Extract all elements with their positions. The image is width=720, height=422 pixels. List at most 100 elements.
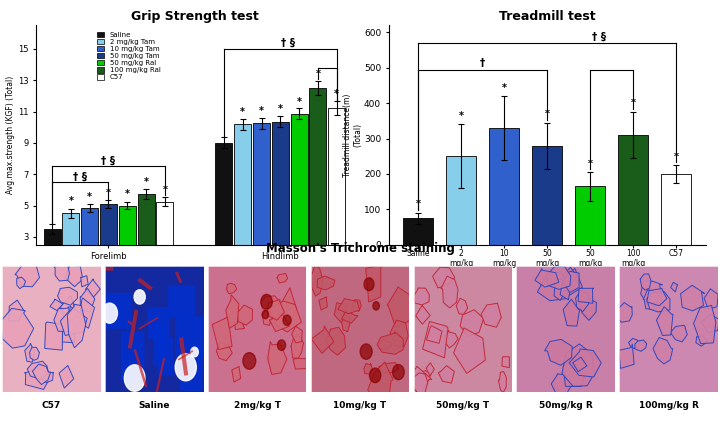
Polygon shape (563, 299, 580, 326)
Title: Grip Strength test: Grip Strength test (130, 10, 258, 23)
Circle shape (283, 315, 291, 325)
FancyBboxPatch shape (148, 307, 170, 339)
Text: *: * (459, 111, 464, 121)
Circle shape (243, 353, 256, 369)
Polygon shape (426, 326, 442, 344)
Polygon shape (546, 266, 571, 289)
Polygon shape (9, 300, 24, 321)
Circle shape (392, 365, 404, 380)
Text: *: * (334, 89, 339, 100)
Polygon shape (276, 273, 288, 283)
Text: † §: † § (102, 156, 115, 165)
Polygon shape (325, 327, 346, 355)
Text: *: * (588, 159, 593, 169)
Text: 10mg/kg T: 10mg/kg T (333, 401, 387, 410)
Polygon shape (319, 297, 328, 310)
Polygon shape (317, 276, 335, 290)
Polygon shape (379, 362, 399, 373)
Polygon shape (413, 373, 428, 395)
Bar (119, 206, 136, 284)
Polygon shape (65, 265, 83, 287)
Polygon shape (233, 321, 245, 330)
Circle shape (125, 365, 145, 391)
Polygon shape (563, 271, 579, 293)
Legend: Saline, 2 mg/kg Tam, 10 mg/kg Tam, 50 mg/kg Tam, 50 mg/kg Ral, 100 mg/kg Ral, C5: Saline, 2 mg/kg Tam, 10 mg/kg Tam, 50 mg… (96, 31, 161, 81)
Polygon shape (311, 265, 323, 296)
Polygon shape (647, 288, 667, 306)
Text: Masson's Trichrome staining: Masson's Trichrome staining (266, 242, 454, 255)
Polygon shape (498, 371, 506, 392)
Bar (272, 122, 289, 284)
Polygon shape (269, 313, 289, 332)
Polygon shape (58, 287, 78, 305)
Polygon shape (560, 282, 572, 300)
Polygon shape (570, 349, 601, 377)
Circle shape (364, 278, 374, 291)
Polygon shape (292, 325, 302, 343)
Polygon shape (670, 282, 678, 292)
Circle shape (262, 310, 269, 319)
Text: Saline: Saline (138, 401, 170, 410)
Polygon shape (560, 268, 582, 295)
Title: Treadmill test: Treadmill test (499, 10, 595, 23)
Circle shape (191, 347, 198, 357)
Polygon shape (352, 300, 361, 311)
Polygon shape (267, 300, 284, 320)
Bar (489, 128, 519, 245)
Bar (234, 124, 251, 284)
Circle shape (369, 368, 381, 383)
Polygon shape (580, 297, 596, 320)
Polygon shape (701, 314, 719, 333)
Polygon shape (50, 299, 63, 311)
Bar (446, 156, 476, 245)
Text: † §: † § (592, 31, 606, 41)
Circle shape (134, 290, 145, 304)
Polygon shape (311, 326, 334, 353)
Polygon shape (414, 288, 429, 305)
FancyBboxPatch shape (168, 286, 195, 318)
Polygon shape (563, 268, 577, 286)
Polygon shape (341, 312, 350, 332)
Polygon shape (54, 263, 69, 281)
Polygon shape (629, 338, 640, 349)
Polygon shape (62, 326, 75, 343)
Polygon shape (261, 296, 281, 313)
Polygon shape (481, 303, 501, 327)
Text: *: * (143, 177, 148, 187)
Polygon shape (40, 372, 53, 383)
Polygon shape (366, 265, 382, 302)
Polygon shape (379, 340, 392, 350)
Polygon shape (334, 303, 347, 322)
Y-axis label: Treadmill distance(m)
(Total): Treadmill distance(m) (Total) (343, 93, 363, 177)
Polygon shape (232, 366, 240, 382)
Bar (215, 143, 233, 284)
Text: *: * (297, 97, 302, 106)
Text: *: * (87, 192, 92, 202)
Circle shape (175, 354, 197, 381)
Polygon shape (423, 322, 448, 358)
Polygon shape (280, 288, 297, 325)
Bar (156, 202, 174, 284)
Text: *: * (315, 69, 320, 79)
Polygon shape (641, 281, 662, 306)
Polygon shape (618, 344, 634, 368)
Polygon shape (24, 368, 50, 390)
Text: *: * (163, 184, 167, 195)
Polygon shape (390, 320, 408, 347)
Polygon shape (552, 374, 572, 396)
Text: *: * (68, 196, 73, 206)
Polygon shape (387, 287, 412, 328)
Polygon shape (406, 366, 432, 394)
Circle shape (360, 344, 372, 359)
Text: † §: † § (282, 38, 295, 48)
Polygon shape (227, 283, 237, 294)
Text: 100mg/kg R: 100mg/kg R (639, 401, 698, 410)
Polygon shape (54, 307, 71, 331)
Polygon shape (635, 340, 647, 351)
Polygon shape (80, 288, 95, 312)
Bar (44, 229, 60, 284)
Polygon shape (60, 295, 78, 327)
Polygon shape (212, 317, 232, 349)
Polygon shape (24, 343, 35, 362)
Text: *: * (125, 189, 130, 199)
